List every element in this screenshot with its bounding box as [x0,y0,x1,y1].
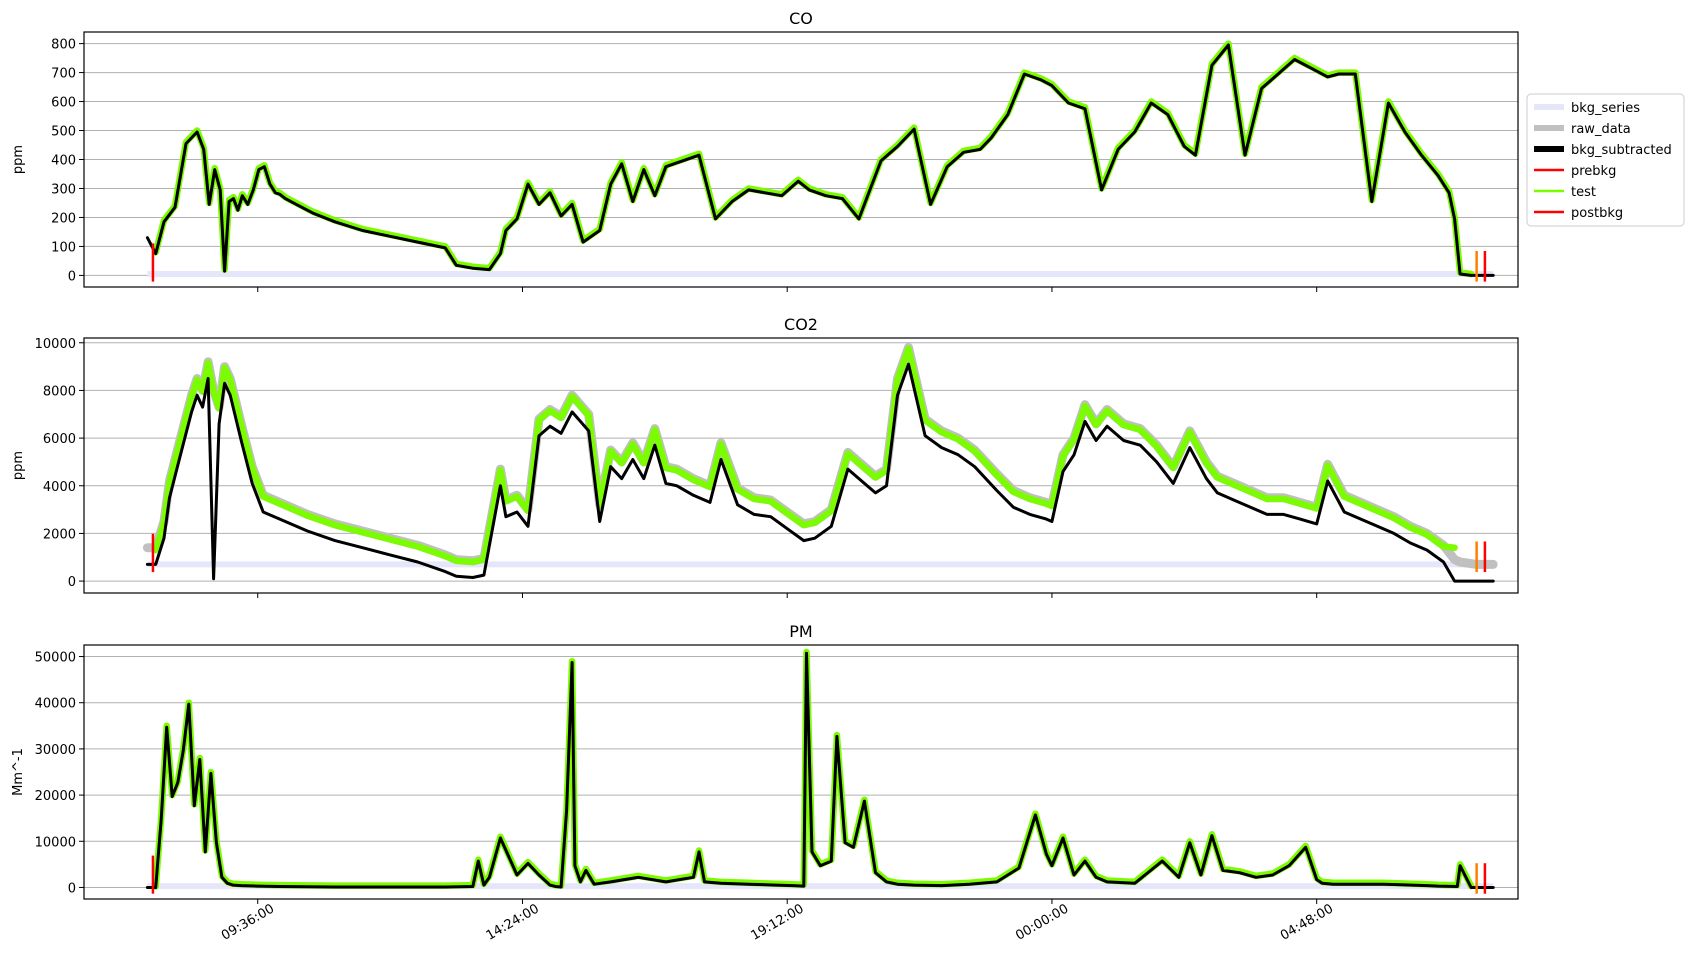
y-tick-label: 0 [68,575,76,590]
legend-label-raw-data: raw_data [1571,122,1631,137]
y-tick-label: 6000 [43,432,76,447]
y-tick-label: 10000 [35,337,76,352]
subplot-pm: PM Mm^-1 0 10000 20000 30000 40000 50000 [11,622,1519,904]
x-tick-labels: 09:36:00 14:24:00 19:12:00 00:00:00 04:48:00 [219,901,1336,943]
legend-label-test: test [1571,185,1596,200]
y-tick-label: 20000 [35,789,76,804]
y-axis-label: ppm [11,145,26,174]
x-tick-label: 19:12:00 [748,901,806,943]
subplot-co2: CO2 ppm 0 2000 4000 6000 8000 10000 [11,315,1519,598]
y-tick-label: 100 [51,240,76,255]
y-tick-label: 0 [68,881,76,896]
plot-area [142,343,1498,583]
y-tick-label: 700 [51,67,76,82]
axes-frame [83,644,1519,900]
y-tick-label: 600 [51,96,76,111]
y-tick-label: 40000 [35,697,76,712]
y-tick-label: 300 [51,182,76,197]
x-tick-label: 04:48:00 [1278,901,1336,943]
subplot-title: PM [789,622,812,641]
subplot-co: CO ppm 0 100 200 300 400 500 600 700 800 [11,9,1519,292]
legend-box [1526,93,1685,227]
x-tick-label: 14:24:00 [484,901,542,943]
y-tick-label: 8000 [43,384,76,399]
axes-frame [83,31,1519,288]
subplot-title: CO2 [784,315,818,334]
y-tick-label: 2000 [43,527,76,542]
legend-label-bkg-series: bkg_series [1571,101,1640,116]
series-test [152,345,1458,566]
y-tick-label: 0 [68,269,76,284]
y-axis-label: Mm^-1 [11,748,26,796]
y-tick-label: 10000 [35,835,76,850]
y-tick-label: 50000 [35,651,76,666]
x-tick-label: 00:00:00 [1013,901,1071,943]
y-tick-label: 500 [51,125,76,140]
y-tick-label: 4000 [43,480,76,495]
plot-area [145,40,1495,282]
plot-area [145,648,1495,894]
axes-frame [83,337,1519,594]
x-tick-label: 09:36:00 [219,901,277,943]
series-bkg-subtracted [145,43,1495,277]
subplots: CO ppm 0 100 200 300 400 500 600 700 800 CO2 ppm 0 200… [11,9,1519,904]
legend-label-prebkg: prebkg [1571,164,1616,179]
y-tick-label: 400 [51,154,76,169]
series-bkg-subtracted [145,362,1495,583]
y-tick-label: 200 [51,211,76,226]
legend-label-postbkg: postbkg [1571,206,1623,221]
y-axis-label: ppm [11,451,26,480]
y-tick-label: 800 [51,38,76,53]
y-tick-label: 30000 [35,743,76,758]
legend-label-bkg-subtracted: bkg_subtracted [1571,143,1672,158]
series-bkg-subtracted [145,651,1495,889]
subplot-title: CO [789,9,813,28]
